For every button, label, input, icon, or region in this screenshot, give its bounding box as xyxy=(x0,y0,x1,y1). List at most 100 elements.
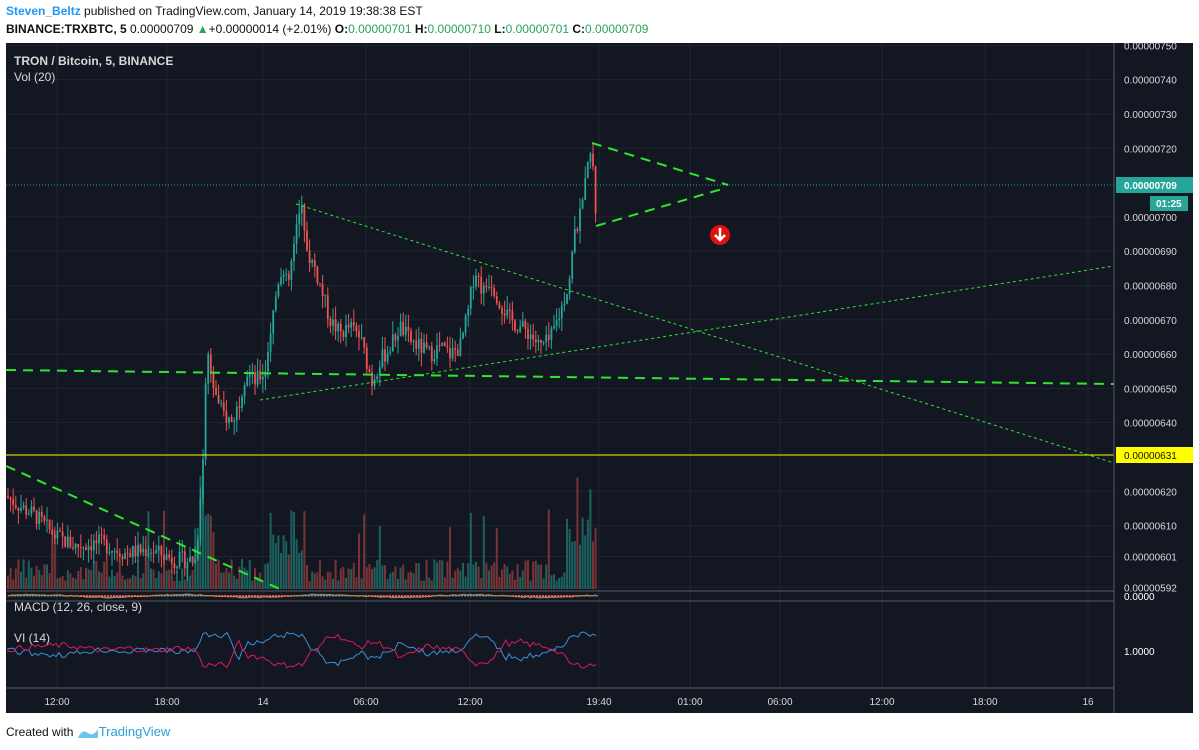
price-tick-label: 0.00000601 xyxy=(1124,552,1177,563)
candle-body xyxy=(66,536,69,547)
author-link[interactable]: Steven_Beltz xyxy=(6,4,81,18)
macd-histogram-bar xyxy=(257,595,259,597)
trendline-horizontal[interactable] xyxy=(5,369,1115,385)
candle-body xyxy=(498,303,501,308)
candle-body xyxy=(35,510,38,524)
macd-histogram-bar xyxy=(251,595,253,597)
candle-body xyxy=(594,166,597,214)
macd-histogram-bar xyxy=(383,595,385,597)
candle-body xyxy=(586,162,589,179)
candle-body xyxy=(43,516,46,521)
volume-bar xyxy=(116,572,119,589)
volume-bar xyxy=(241,559,243,589)
wedge-upper[interactable] xyxy=(591,142,729,186)
macd-histogram-bar xyxy=(182,595,184,597)
last-price-badge xyxy=(1116,177,1193,193)
volume-bar xyxy=(404,579,407,589)
volume-bar xyxy=(204,515,207,589)
macd-histogram-bar xyxy=(530,595,532,597)
candle-body xyxy=(321,283,324,297)
macd-histogram-bar xyxy=(260,595,262,597)
candle-body xyxy=(46,519,48,521)
volume-bar xyxy=(40,575,43,589)
macd-histogram-bar xyxy=(23,595,25,597)
candle-body xyxy=(59,530,61,532)
macd-histogram-bar xyxy=(476,595,478,597)
volume-bar xyxy=(261,580,264,589)
candle-body xyxy=(14,505,17,508)
candle-body xyxy=(360,337,363,339)
volume-bar xyxy=(321,576,324,589)
volume-bar xyxy=(467,563,470,589)
volume-bar xyxy=(592,541,594,589)
low-value: 0.00000701 xyxy=(505,22,570,36)
candle-body xyxy=(51,529,54,535)
candle-body xyxy=(90,546,93,551)
published-text: published on TradingView.com, January 14… xyxy=(80,4,423,18)
volume-bar xyxy=(121,575,124,589)
volume-bar xyxy=(313,573,316,589)
candles xyxy=(7,143,597,582)
volume-bar xyxy=(111,569,113,589)
volume-bar xyxy=(514,579,516,589)
volume-bar xyxy=(451,577,454,589)
candle-body xyxy=(311,260,314,264)
macd-histogram-bar xyxy=(566,595,568,597)
candle-body xyxy=(155,550,158,553)
macd-histogram-bar xyxy=(101,595,103,597)
volume-bar xyxy=(144,563,147,589)
candle-body xyxy=(25,505,28,515)
wedge-lower[interactable] xyxy=(595,188,723,227)
candle-body xyxy=(425,342,428,348)
volume-bar xyxy=(430,580,433,589)
volume-bar xyxy=(217,559,220,589)
macd-histogram-bar xyxy=(107,595,109,597)
candle-body xyxy=(417,338,420,349)
candle-body xyxy=(378,366,381,377)
volume-bar xyxy=(238,566,241,589)
time-tick-label: 06:00 xyxy=(767,697,792,708)
volume-bar xyxy=(274,543,277,589)
volume-bar xyxy=(485,562,488,589)
candle-body xyxy=(176,566,178,569)
volume-bar xyxy=(118,561,121,589)
macd-indicator-label: MACD (12, 26, close, 9) xyxy=(14,600,142,614)
tradingview-brand-link[interactable]: TradingView xyxy=(98,724,171,739)
volume-bar xyxy=(298,552,301,589)
volume-bar xyxy=(542,578,545,589)
high-value: 0.00000710 xyxy=(427,22,491,36)
macd-histogram-bar xyxy=(569,595,571,597)
candle-body xyxy=(300,204,303,214)
support-price-label: 0.00000631 xyxy=(1124,451,1177,462)
candle-body xyxy=(534,339,537,343)
candle-body xyxy=(508,309,511,312)
volume-bar xyxy=(472,564,475,589)
volume-bar xyxy=(202,488,204,589)
candle-body xyxy=(399,321,402,337)
volume-bar xyxy=(477,566,480,589)
candle-body xyxy=(207,354,210,384)
volume-bar xyxy=(142,573,145,589)
candle-body xyxy=(454,348,457,350)
macd-histogram-bar xyxy=(563,595,565,597)
macd-histogram-bar xyxy=(425,595,427,597)
candle-body xyxy=(212,372,215,388)
macd-histogram-bar xyxy=(167,595,169,597)
candle-body xyxy=(295,224,298,245)
sell-marker[interactable] xyxy=(710,225,730,245)
trendline-descending[interactable] xyxy=(295,203,1115,464)
volume-bar xyxy=(337,580,340,589)
volume-bar xyxy=(459,570,462,589)
volume-bar xyxy=(350,569,353,589)
candle-body xyxy=(100,534,103,536)
trendline-ascending[interactable] xyxy=(259,265,1115,401)
candle-body xyxy=(124,552,126,560)
volume-bar xyxy=(79,566,82,589)
candle-body xyxy=(147,553,150,556)
macd-histogram-bar xyxy=(179,595,181,597)
macd-histogram-bar xyxy=(116,595,118,597)
volume-bar xyxy=(176,571,178,589)
candle-body xyxy=(157,545,160,551)
volume-bar xyxy=(233,575,236,589)
